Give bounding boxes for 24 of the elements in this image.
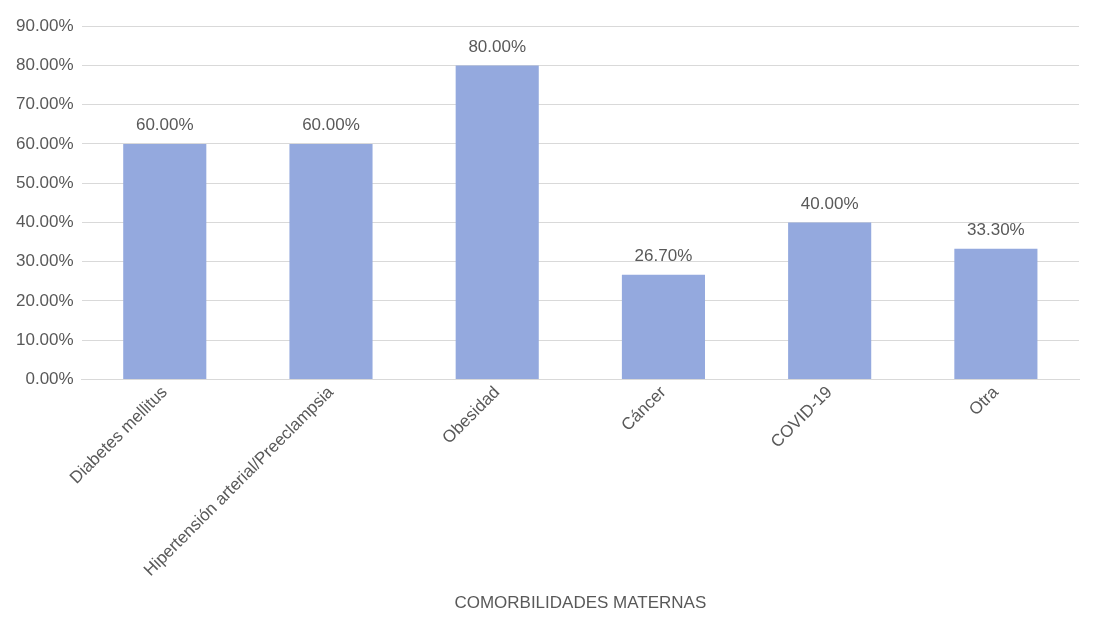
bar <box>455 65 539 379</box>
bar <box>289 143 373 379</box>
y-tick-label: 0.00% <box>25 369 74 389</box>
bar <box>788 222 872 379</box>
data-label: 33.30% <box>967 219 1025 239</box>
data-label: 26.70% <box>634 245 693 265</box>
bar <box>621 274 705 379</box>
y-tick-label: 90.00% <box>15 15 74 35</box>
data-label: 80.00% <box>468 36 527 56</box>
data-label: 60.00% <box>302 115 360 135</box>
y-tick-label: 10.00% <box>15 329 74 349</box>
bar <box>123 143 207 379</box>
y-tick-label: 30.00% <box>15 251 74 271</box>
y-tick-label: 80.00% <box>15 55 74 75</box>
bar <box>954 248 1038 379</box>
data-label: 60.00% <box>135 115 194 135</box>
y-tick-label: 20.00% <box>15 290 74 310</box>
y-tick-label: 70.00% <box>15 94 74 114</box>
y-tick-label: 40.00% <box>15 212 74 232</box>
y-tick-label: 60.00% <box>15 133 74 153</box>
x-axis-title: COMORBILIDADES MATERNAS <box>454 593 707 613</box>
y-tick-label: 50.00% <box>15 172 74 192</box>
data-label: 40.00% <box>800 193 859 213</box>
x-tick-label: Otra <box>965 381 1003 420</box>
